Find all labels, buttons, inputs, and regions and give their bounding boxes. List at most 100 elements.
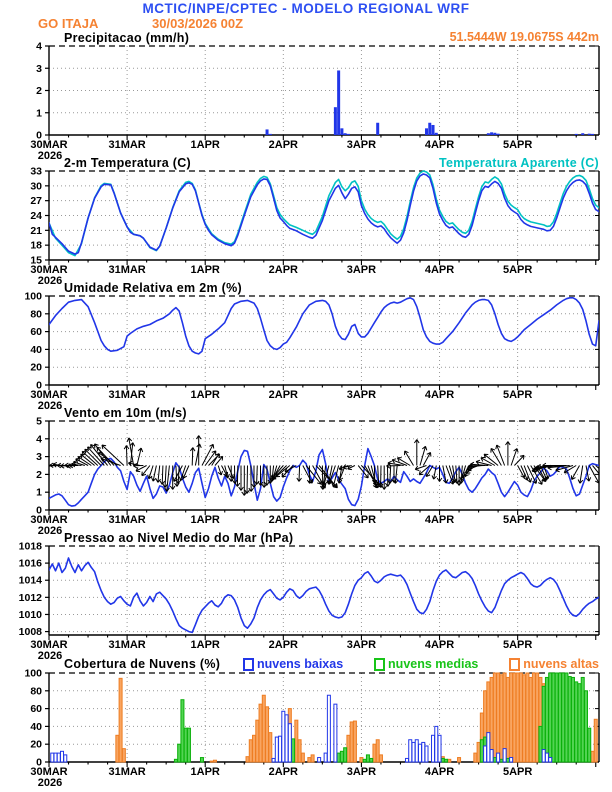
svg-text:30MAR: 30MAR (30, 766, 67, 778)
panel-cloud-cover-title: Cobertura de Nuvens (%) (64, 657, 221, 671)
legend-item-low-clouds: nuvens baixas (243, 657, 343, 671)
svg-text:31MAR: 31MAR (108, 639, 145, 651)
panel-precipitation-title: Precipitacao (mm/h) (64, 31, 190, 45)
svg-text:1012: 1012 (19, 592, 43, 604)
svg-text:30MAR: 30MAR (30, 139, 67, 151)
svg-text:1APR: 1APR (191, 514, 220, 526)
svg-text:4APR: 4APR (425, 639, 454, 651)
svg-text:30: 30 (30, 180, 42, 192)
svg-text:30MAR: 30MAR (30, 514, 67, 526)
panel-apparent-temperature-title: Temperatura Aparente (C) (438, 156, 599, 170)
svg-text:40: 40 (30, 721, 42, 733)
panel-wind-title: Vento em 10m (m/s) (64, 406, 187, 420)
svg-text:5APR: 5APR (503, 766, 532, 778)
svg-text:1: 1 (36, 487, 42, 499)
svg-text:20: 20 (30, 362, 42, 374)
svg-text:2APR: 2APR (269, 264, 298, 276)
cloud-legend: nuvens baixas nuvens medias nuvens altas (243, 657, 599, 671)
svg-text:3APR: 3APR (347, 264, 376, 276)
svg-text:27: 27 (30, 195, 42, 207)
svg-text:1010: 1010 (19, 609, 43, 621)
svg-text:3: 3 (36, 63, 42, 75)
svg-text:2026: 2026 (38, 150, 62, 162)
svg-text:18: 18 (30, 240, 42, 252)
svg-text:2APR: 2APR (269, 139, 298, 151)
svg-text:1014: 1014 (19, 575, 43, 587)
svg-text:4APR: 4APR (425, 139, 454, 151)
svg-text:1APR: 1APR (191, 639, 220, 651)
svg-text:80: 80 (30, 685, 42, 697)
svg-text:3APR: 3APR (347, 389, 376, 401)
svg-text:31MAR: 31MAR (108, 766, 145, 778)
svg-text:3APR: 3APR (347, 639, 376, 651)
svg-text:4: 4 (36, 433, 42, 445)
svg-text:30MAR: 30MAR (30, 639, 67, 651)
panel-pressure-title: Pressao ao Nivel Medio do Mar (hPa) (64, 531, 294, 545)
svg-text:2: 2 (36, 469, 42, 481)
svg-text:3: 3 (36, 451, 42, 463)
svg-text:4APR: 4APR (425, 766, 454, 778)
svg-text:1: 1 (36, 107, 42, 119)
svg-text:2APR: 2APR (269, 639, 298, 651)
svg-text:2026: 2026 (38, 400, 62, 412)
svg-text:5: 5 (36, 416, 42, 428)
svg-text:31MAR: 31MAR (108, 389, 145, 401)
svg-text:1APR: 1APR (191, 264, 220, 276)
svg-text:0: 0 (36, 130, 42, 142)
svg-text:15: 15 (30, 255, 42, 267)
svg-text:21: 21 (30, 225, 42, 237)
svg-text:2APR: 2APR (269, 766, 298, 778)
svg-text:0: 0 (36, 505, 42, 517)
legend-label: nuvens baixas (257, 657, 344, 671)
svg-text:5APR: 5APR (503, 389, 532, 401)
svg-text:2: 2 (36, 85, 42, 97)
svg-text:2APR: 2APR (269, 389, 298, 401)
legend-label: nuvens altas (523, 657, 599, 671)
svg-text:5APR: 5APR (503, 139, 532, 151)
svg-text:4APR: 4APR (425, 514, 454, 526)
svg-text:3APR: 3APR (347, 139, 376, 151)
svg-text:31MAR: 31MAR (108, 139, 145, 151)
svg-text:2026: 2026 (38, 650, 62, 662)
svg-text:2026: 2026 (38, 275, 62, 287)
svg-text:60: 60 (30, 326, 42, 338)
high-clouds-legend-icon (509, 657, 521, 671)
mid-clouds-legend-icon (374, 657, 386, 671)
svg-text:100: 100 (24, 668, 42, 680)
svg-text:1APR: 1APR (191, 139, 220, 151)
legend-item-high-clouds: nuvens altas (509, 657, 599, 671)
svg-text:3APR: 3APR (347, 766, 376, 778)
legend-item-mid-clouds: nuvens medias (374, 657, 478, 671)
svg-text:2026: 2026 (38, 525, 62, 537)
svg-text:31MAR: 31MAR (108, 514, 145, 526)
panel-humidity-title: Umidade Relativa em 2m (%) (64, 281, 242, 295)
svg-text:100: 100 (24, 291, 42, 303)
station-label: GO ITAJA (38, 16, 99, 31)
panel-temperature-title: 2-m Temperatura (C) (64, 156, 192, 170)
coordinates-label: 51.5444W 19.0675S 442m (449, 30, 599, 44)
svg-text:30MAR: 30MAR (30, 389, 67, 401)
svg-text:1018: 1018 (19, 541, 43, 553)
svg-text:20: 20 (30, 739, 42, 751)
svg-text:0: 0 (36, 380, 42, 392)
svg-text:4APR: 4APR (425, 264, 454, 276)
svg-text:4APR: 4APR (425, 389, 454, 401)
svg-text:1008: 1008 (19, 626, 43, 638)
low-clouds-legend-icon (243, 657, 254, 671)
legend-label: nuvens medias (388, 657, 479, 671)
run-datetime-label: 30/03/2026 00Z (152, 16, 244, 31)
svg-text:0: 0 (36, 757, 42, 769)
svg-text:30MAR: 30MAR (30, 264, 67, 276)
page-title: MCTIC/INPE/CPTEC - MODELO REGIONAL WRF (142, 1, 470, 16)
svg-text:3APR: 3APR (347, 514, 376, 526)
svg-text:2APR: 2APR (269, 514, 298, 526)
svg-text:60: 60 (30, 703, 42, 715)
svg-text:80: 80 (30, 308, 42, 320)
svg-text:24: 24 (30, 210, 42, 222)
svg-text:31MAR: 31MAR (108, 264, 145, 276)
svg-text:1APR: 1APR (191, 766, 220, 778)
svg-text:5APR: 5APR (503, 264, 532, 276)
svg-text:40: 40 (30, 344, 42, 356)
